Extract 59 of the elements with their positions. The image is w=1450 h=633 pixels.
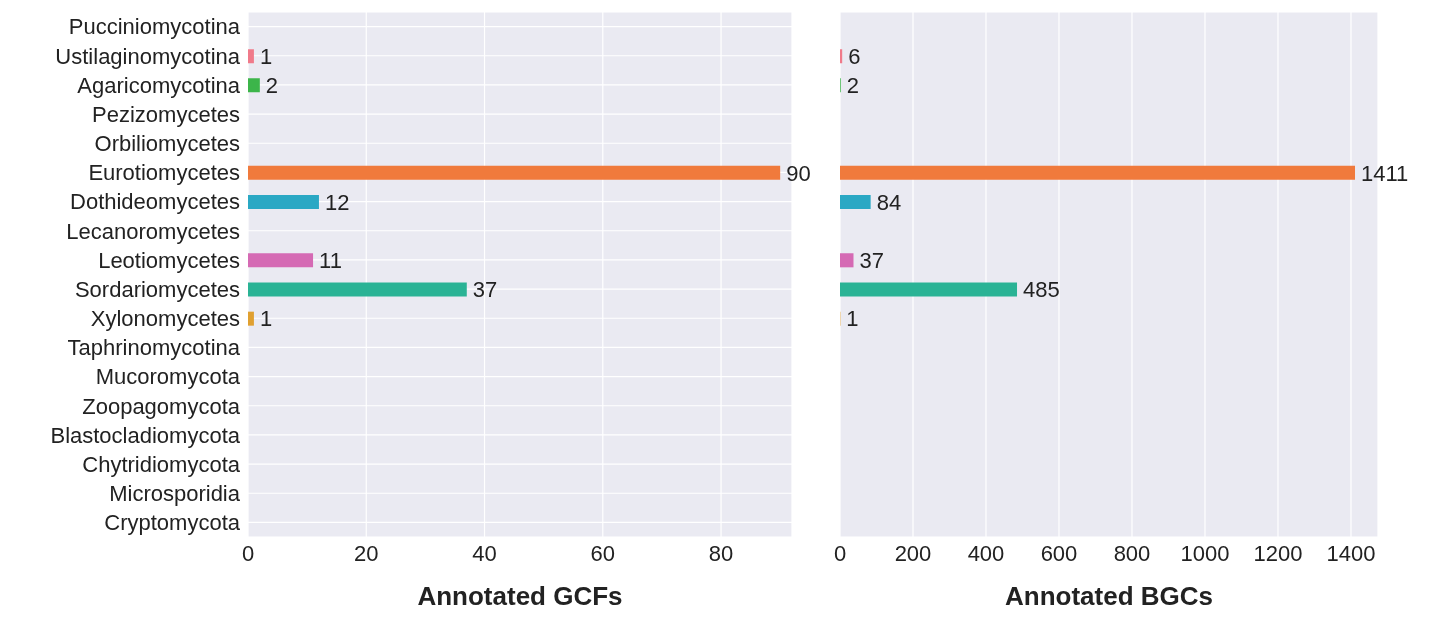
y-tick-label: Pucciniomycotina	[68, 14, 241, 40]
x-tick-label: 400	[967, 540, 1005, 566]
y-tick-label: Microsporidia	[109, 481, 241, 507]
x-tick-label: 1200	[1253, 540, 1303, 566]
y-tick-label: Chytridiomycota	[82, 451, 241, 477]
y-tick-label: Leotiomycetes	[98, 247, 240, 273]
x-tick-label: 200	[894, 540, 932, 566]
bar	[248, 253, 314, 268]
x-tick-label: 80	[708, 540, 734, 566]
bar	[840, 282, 1018, 297]
data-label: 1	[846, 306, 859, 332]
x-tick-label: 0	[241, 540, 255, 566]
x-tick-label: 20	[354, 540, 379, 566]
y-tick-label: Eurotiomycetes	[88, 160, 240, 186]
bar	[248, 78, 260, 93]
data-label: 84	[876, 189, 902, 215]
x-tick-label: 0	[833, 540, 847, 566]
x-tick-label: 40	[472, 540, 497, 566]
y-tick-label: Xylonomycetes	[90, 306, 240, 332]
y-tick-label: Zoopagomycota	[82, 393, 241, 419]
x-tick-label: 1000	[1180, 540, 1230, 566]
y-tick-label: Ustilaginomycotina	[55, 43, 241, 69]
data-label: 37	[472, 277, 498, 303]
x-axis-title: Annotated BGCs	[1005, 581, 1213, 611]
data-label: 90	[786, 160, 811, 186]
bar	[248, 49, 254, 64]
data-label: 1	[259, 43, 273, 69]
data-label: 2	[846, 73, 859, 99]
data-label: 485	[1023, 277, 1060, 303]
y-tick-label: Orbiliomycetes	[94, 131, 240, 157]
y-tick-label: Sordariomycetes	[74, 276, 240, 302]
data-label: 1	[259, 306, 273, 332]
x-tick-label: 600	[1040, 540, 1078, 566]
x-tick-label: 800	[1113, 540, 1151, 566]
bar	[248, 311, 254, 326]
y-tick-label: Taphrinomycotina	[67, 335, 241, 361]
bar	[840, 253, 854, 268]
data-label: 12	[324, 189, 350, 215]
y-tick-label: Cryptomycota	[104, 510, 241, 536]
y-tick-label: Agaricomycotina	[77, 72, 241, 98]
x-tick-label: 1400	[1326, 540, 1376, 566]
data-label: 2	[265, 73, 279, 99]
data-label: 37	[859, 248, 884, 274]
y-tick-label: Lecanoromycetes	[66, 218, 240, 244]
y-tick-label: Mucoromycota	[95, 364, 241, 390]
y-tick-label: Pezizomycetes	[92, 101, 240, 127]
data-label: 11	[319, 248, 342, 274]
x-axis-title: Annotated GCFs	[417, 581, 623, 611]
bar	[248, 282, 467, 297]
bar	[840, 49, 843, 64]
bar	[840, 195, 871, 209]
y-tick-label: Dothideomycetes	[70, 189, 240, 215]
data-label: 1411	[1361, 160, 1409, 186]
data-label: 6	[848, 43, 861, 69]
bar	[248, 165, 781, 180]
y-tick-label: Blastocladiomycota	[50, 422, 241, 448]
bar	[248, 195, 319, 209]
bar	[840, 165, 1356, 180]
x-tick-label: 60	[590, 540, 616, 566]
